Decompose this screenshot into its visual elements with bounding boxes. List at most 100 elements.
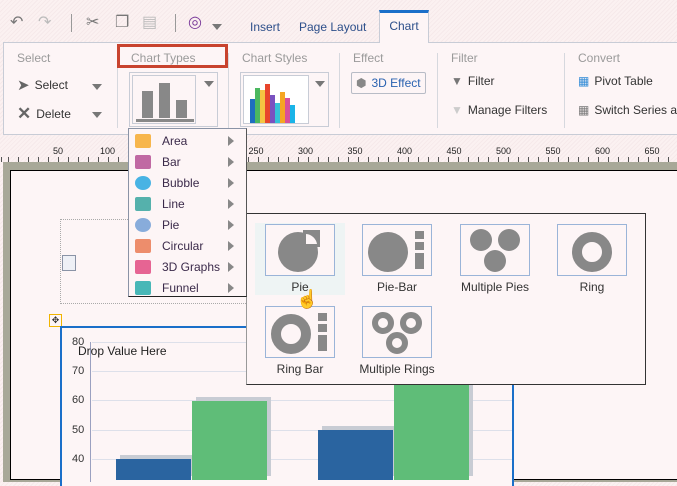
multiple-rings-option[interactable]: Multiple Rings xyxy=(352,306,442,376)
chevron-down-icon[interactable] xyxy=(92,84,102,90)
menu-item-label: Area xyxy=(162,133,188,148)
menu-item-funnel[interactable]: Funnel xyxy=(129,277,246,298)
pointer-icon: ➤ xyxy=(17,77,30,94)
ring-bar-icon xyxy=(271,313,327,354)
ruler-label: 300 xyxy=(297,146,314,156)
copy-icon[interactable]: ❐ xyxy=(115,14,130,31)
pie-bar-icon xyxy=(368,231,424,272)
grid-icon: ▦ xyxy=(578,74,590,88)
circular-icon xyxy=(135,238,151,253)
y-tick-label: 80 xyxy=(72,336,85,348)
delete-label: Delete xyxy=(36,107,71,121)
gridline xyxy=(92,429,512,431)
ring-bar-option[interactable]: Ring Bar xyxy=(255,306,345,376)
delete-icon: ✕ xyxy=(17,104,32,123)
switch-series-button[interactable]: ▦ Switch Series a xyxy=(578,103,677,117)
chart-style-preview xyxy=(243,75,309,124)
funnel-icon xyxy=(135,280,151,295)
multiple-pies-option[interactable]: Multiple Pies xyxy=(450,224,540,294)
3d-effect-label: 3D Effect xyxy=(371,76,421,90)
pie-label: Pie xyxy=(291,280,309,294)
ruler-label: 100 xyxy=(99,146,116,156)
manage-filters-label: Manage Filters xyxy=(467,103,548,117)
chart-bar[interactable] xyxy=(318,430,393,480)
tab-insert[interactable]: Insert xyxy=(250,20,281,34)
redo-icon[interactable]: ↷ xyxy=(38,14,52,31)
menu-item-bubble[interactable]: Bubble xyxy=(129,172,246,193)
menu-item-pie[interactable]: Pie xyxy=(129,214,246,235)
y-tick-label: 40 xyxy=(72,452,85,465)
ruler-label: 550 xyxy=(545,146,561,156)
menu-item-bar[interactable]: Bar xyxy=(129,151,246,172)
cube-icon: ⬢ xyxy=(356,76,367,90)
menu-item-area[interactable]: Area xyxy=(129,130,246,151)
menu-item-3d-graphs[interactable]: 3D Graphs xyxy=(129,256,246,277)
chart-bar[interactable] xyxy=(394,383,469,480)
move-handle-icon[interactable]: ✥ xyxy=(49,314,62,327)
chart-type-button[interactable] xyxy=(129,72,218,127)
chevron-down-icon[interactable] xyxy=(212,24,222,30)
funnel-icon: ▼ xyxy=(451,74,463,88)
paste-icon[interactable]: ▤ xyxy=(142,14,158,31)
drop-value-label[interactable]: Drop Value Here xyxy=(78,344,167,358)
chevron-right-icon xyxy=(228,240,234,251)
tab-chart[interactable]: Chart xyxy=(379,10,429,43)
ruler-label: 600 xyxy=(594,146,611,156)
switch-series-label: Switch Series a xyxy=(594,103,677,117)
menu-item-label: Circular xyxy=(162,238,204,253)
cut-icon[interactable]: ✂ xyxy=(86,14,100,31)
chevron-down-icon[interactable] xyxy=(315,81,325,87)
divider xyxy=(71,14,72,32)
menu-item-circular[interactable]: Circular xyxy=(129,235,246,256)
y-tick-label: 50 xyxy=(72,423,85,436)
menu-item-label: Funnel xyxy=(162,280,199,295)
ring-option[interactable]: Ring xyxy=(547,224,637,294)
pie-bar-option[interactable]: Pie-Bar xyxy=(352,224,442,294)
chevron-right-icon xyxy=(228,156,234,167)
bubble-icon xyxy=(135,175,151,190)
target-icon[interactable]: ◎ xyxy=(188,14,202,31)
y-axis xyxy=(90,342,91,482)
chevron-right-icon xyxy=(228,219,234,230)
ring-label: Ring xyxy=(579,280,605,294)
chart-types-highlight xyxy=(117,44,228,68)
copy-pages-icon xyxy=(62,255,76,271)
menu-item-label: Pie xyxy=(162,217,180,232)
manage-filters-button[interactable]: ▼ Manage Filters xyxy=(451,103,547,117)
divider xyxy=(228,53,229,128)
chevron-right-icon xyxy=(228,177,234,188)
undo-icon[interactable]: ↶ xyxy=(10,14,24,31)
pie-submenu: Pie Pie-Bar Multiple Pies Ring Ring Bar … xyxy=(246,213,646,385)
filter-label: Filter xyxy=(467,74,495,88)
pie-option[interactable]: Pie xyxy=(255,224,345,294)
line-icon xyxy=(135,196,151,211)
ruler-label: 250 xyxy=(248,146,264,156)
delete-button[interactable]: ✕ Delete xyxy=(17,104,71,124)
tab-page-layout[interactable]: Page Layout xyxy=(299,20,367,34)
pivot-table-label: Pivot Table xyxy=(594,74,653,88)
multiple-pies-label: Multiple Pies xyxy=(460,280,530,294)
menu-item-label: Bubble xyxy=(162,175,200,190)
pie-bar-label: Pie-Bar xyxy=(376,280,417,294)
chart-style-button[interactable] xyxy=(240,72,329,127)
menu-item-label: Bar xyxy=(162,154,181,169)
divider xyxy=(339,53,340,128)
divider xyxy=(564,53,565,128)
menu-item-line[interactable]: Line xyxy=(129,193,246,214)
group-label-filter: Filter xyxy=(451,51,478,65)
select-button[interactable]: ➤ Select xyxy=(17,76,68,94)
pivot-table-button[interactable]: ▦ Pivot Table xyxy=(578,74,653,88)
chevron-down-icon[interactable] xyxy=(204,81,214,87)
ruler-ticks xyxy=(0,157,677,162)
multiple-rings-icon xyxy=(372,312,422,354)
filter-button[interactable]: ▼ Filter xyxy=(451,74,495,88)
ruler-label: 450 xyxy=(446,146,462,156)
chart-bar[interactable] xyxy=(192,401,267,480)
chart-bar[interactable] xyxy=(116,459,191,480)
select-label: Select xyxy=(34,78,68,92)
menu-item-label: 3D Graphs xyxy=(162,259,221,274)
chevron-down-icon[interactable] xyxy=(92,112,102,118)
3d-effect-button[interactable]: ⬢ 3D Effect xyxy=(351,72,426,94)
group-label-effect: Effect xyxy=(353,51,384,65)
chevron-right-icon xyxy=(228,135,234,146)
